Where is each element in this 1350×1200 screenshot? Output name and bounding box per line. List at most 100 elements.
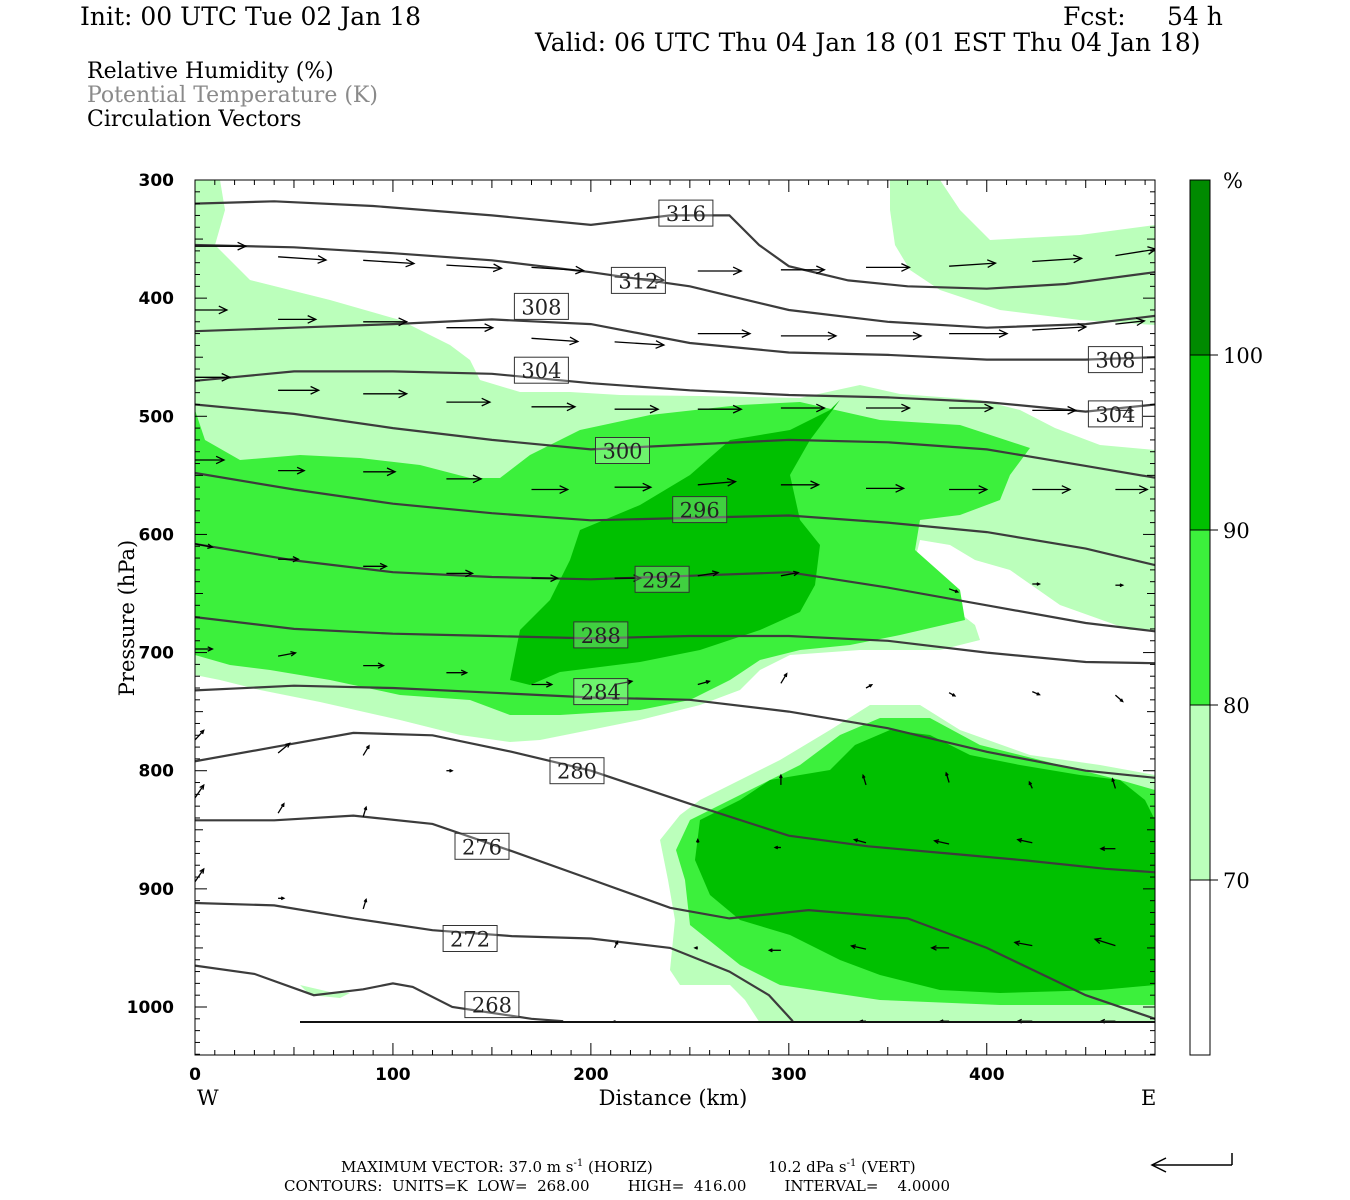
circulation-vector	[1099, 846, 1116, 852]
colorbar-band-above-100	[1189, 179, 1211, 356]
circulation-vector	[1028, 780, 1033, 789]
circulation-vector	[1115, 407, 1135, 414]
circulation-vectors	[195, 241, 1155, 1024]
theta-contour-label-text: 308	[521, 295, 561, 319]
circulation-vector	[866, 403, 912, 413]
forecast-hours: 54 h	[1167, 2, 1223, 31]
theta-contour-label-308: 308	[1087, 346, 1143, 374]
theta-contour-276	[195, 814, 1155, 1020]
circulation-vector	[697, 404, 743, 414]
legend-circulation-vectors: Circulation Vectors	[87, 107, 301, 132]
theta-contour-label-304: 304	[1087, 400, 1143, 428]
circulation-vector	[278, 556, 300, 563]
circulation-vector	[697, 570, 720, 577]
circulation-vector	[278, 255, 328, 264]
colorbar-unit: %	[1223, 169, 1243, 193]
circulation-vector	[945, 771, 950, 783]
circulation-vector	[1093, 937, 1116, 947]
circulation-vector	[697, 266, 743, 276]
theta-contour-label-276: 276	[454, 832, 510, 860]
circulation-vector	[773, 845, 781, 850]
y-tick-label: 900	[139, 880, 175, 900]
circulation-vector	[780, 265, 826, 275]
theta-contour-288	[195, 616, 1155, 665]
circulation-vector	[446, 397, 492, 407]
colorbar-band-80-90	[1189, 529, 1211, 706]
rh-90-region-lower	[695, 730, 1155, 993]
colorbar-label-90: 90	[1223, 519, 1250, 543]
circulation-vector	[862, 773, 867, 786]
y-tick-label: 700	[139, 644, 175, 664]
circulation-vector	[614, 482, 653, 492]
theta-contour-label-280: 280	[549, 757, 605, 785]
theta-contours	[195, 200, 1155, 1023]
theta-contour-label-284: 284	[573, 678, 629, 706]
init-time: Init: 00 UTC Tue 02 Jan 18	[80, 2, 421, 31]
circulation-vector	[1115, 317, 1146, 327]
colorbar-band-below-70	[1189, 879, 1211, 1056]
circulation-vector	[949, 403, 995, 413]
circulation-vector	[949, 259, 998, 268]
circulation-vector	[780, 403, 826, 413]
circulation-vector	[614, 404, 660, 414]
reference-vector-arrow	[1150, 1153, 1233, 1173]
theta-contour-label-text: 304	[1095, 403, 1135, 427]
theta-contour-300	[195, 403, 1155, 479]
theta-contour-label-304: 304	[513, 356, 569, 384]
circulation-vector	[363, 562, 388, 570]
circulation-vector	[779, 773, 783, 785]
circulation-vector	[363, 258, 416, 268]
circulation-vector	[866, 483, 906, 493]
circulation-vector	[1013, 940, 1033, 947]
colorbar: % 70 80 90 100	[1189, 169, 1263, 1056]
valid-time: Valid: 06 UTC Thu 04 Jan 18 (01 EST Thu …	[534, 28, 1201, 57]
x-tick-labels: 0 100 200 300 400	[189, 1065, 1005, 1085]
theta-contour-label-text: 276	[462, 835, 502, 859]
circulation-vector	[865, 684, 874, 689]
theta-contour-292	[195, 542, 1155, 633]
y-tick-labels: 300 400 500 600 700 800 900 1000	[127, 171, 174, 1018]
circulation-vector	[1016, 837, 1033, 844]
circulation-vector	[850, 944, 867, 950]
x-tick-label: 300	[771, 1065, 807, 1085]
circulation-vector	[1032, 254, 1084, 264]
theta-contour-label-text: 316	[666, 202, 706, 226]
theta-contour-label-296: 296	[672, 496, 728, 524]
circulation-vector	[277, 742, 291, 754]
x-end-label-west: W	[197, 1086, 219, 1110]
y-tick-label: 300	[139, 171, 175, 191]
y-tick-label: 600	[139, 525, 175, 545]
theta-contour-label-text: 280	[557, 760, 597, 784]
x-tick-label: 400	[969, 1065, 1005, 1085]
circulation-vector	[697, 329, 752, 338]
colorbar-label-70: 70	[1223, 869, 1250, 893]
circulation-vector	[780, 480, 821, 490]
colorbar-band-70-80	[1189, 704, 1211, 881]
y-tick-label: 1000	[127, 998, 174, 1018]
theta-contour-label-text: 308	[1095, 349, 1135, 373]
theta-contour-label-288: 288	[573, 621, 629, 649]
circulation-vector	[531, 681, 554, 688]
colorbar-label-80: 80	[1223, 694, 1250, 718]
circulation-vector	[362, 805, 368, 817]
circulation-vector	[446, 768, 454, 773]
circulation-vector	[195, 867, 205, 883]
circulation-vector	[930, 945, 950, 951]
circulation-vector	[780, 672, 788, 684]
reference-vector-head	[1150, 1157, 1167, 1173]
circulation-vector	[948, 692, 957, 697]
circulation-vector	[531, 485, 570, 494]
forecast-label: Fcst:	[1063, 2, 1126, 31]
circulation-vector	[277, 802, 285, 814]
circulation-vector	[531, 574, 560, 583]
theta-contour-label-308: 308	[513, 292, 569, 320]
x-end-label-east: E	[1141, 1086, 1156, 1110]
circulation-vector	[446, 474, 483, 484]
theta-contour-312	[195, 243, 1155, 329]
circulation-vector	[278, 385, 321, 395]
y-tick-label: 800	[139, 762, 175, 782]
theta-contour-label-text: 288	[581, 624, 621, 648]
circulation-vector	[614, 340, 666, 349]
circulation-vector	[614, 940, 619, 949]
